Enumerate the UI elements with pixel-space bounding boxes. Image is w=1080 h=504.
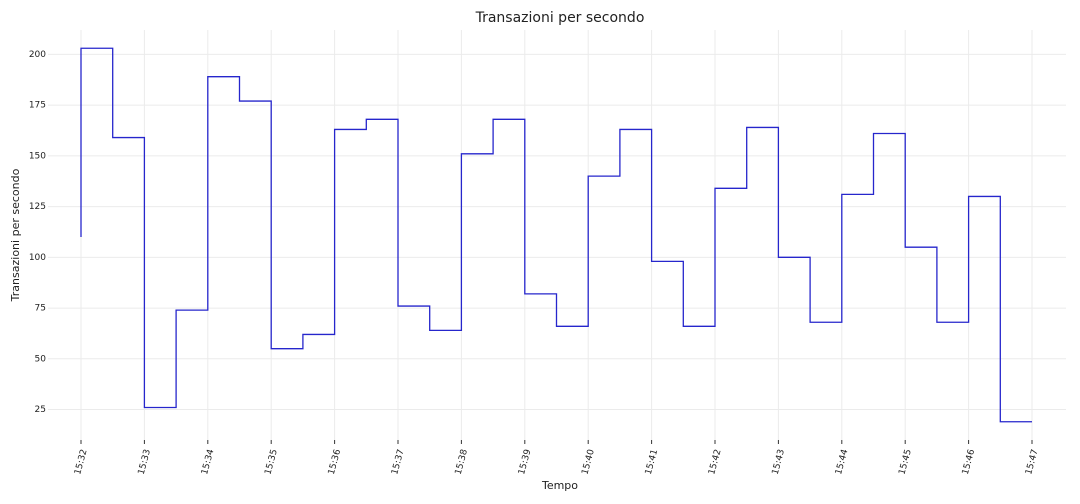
x-tick-label: 15:33 [137,448,153,476]
x-tick-label: 15:41 [644,448,660,476]
x-axis-label: Tempo [541,479,578,492]
y-tick-label: 125 [29,202,46,212]
x-tick-label: 15:46 [961,448,977,476]
y-tick-label: 100 [29,253,46,263]
y-tick-label: 75 [35,304,46,314]
y-tick-label: 150 [29,151,46,161]
y-tick-label: 25 [35,405,46,415]
y-tick-label: 200 [29,50,46,60]
x-tick-label: 15:43 [771,448,787,476]
x-tick-label: 15:34 [200,448,216,476]
line [80,47,1032,423]
x-tick-label: 15:39 [517,448,533,476]
y-tick-label: 175 [29,101,46,111]
x-tick-label: 15:35 [263,448,279,476]
x-tick-label: 15:40 [580,448,596,476]
chart-title: Transazioni per secondo [475,10,645,26]
x-tick-label: 15:32 [73,448,89,476]
x-tick-label: 15:37 [390,448,406,476]
x-tick-label: 15:45 [897,448,913,476]
x-tick-label: 15:38 [454,448,470,476]
y-tick-label: 50 [35,354,47,364]
x-tick-label: 15:44 [834,448,850,476]
x-tick-label: 15:42 [707,448,723,476]
y-axis-label: Transazioni per secondo [9,168,22,302]
x-tick-label: 15:47 [1024,448,1040,476]
x-tick-label: 15:36 [327,448,343,476]
